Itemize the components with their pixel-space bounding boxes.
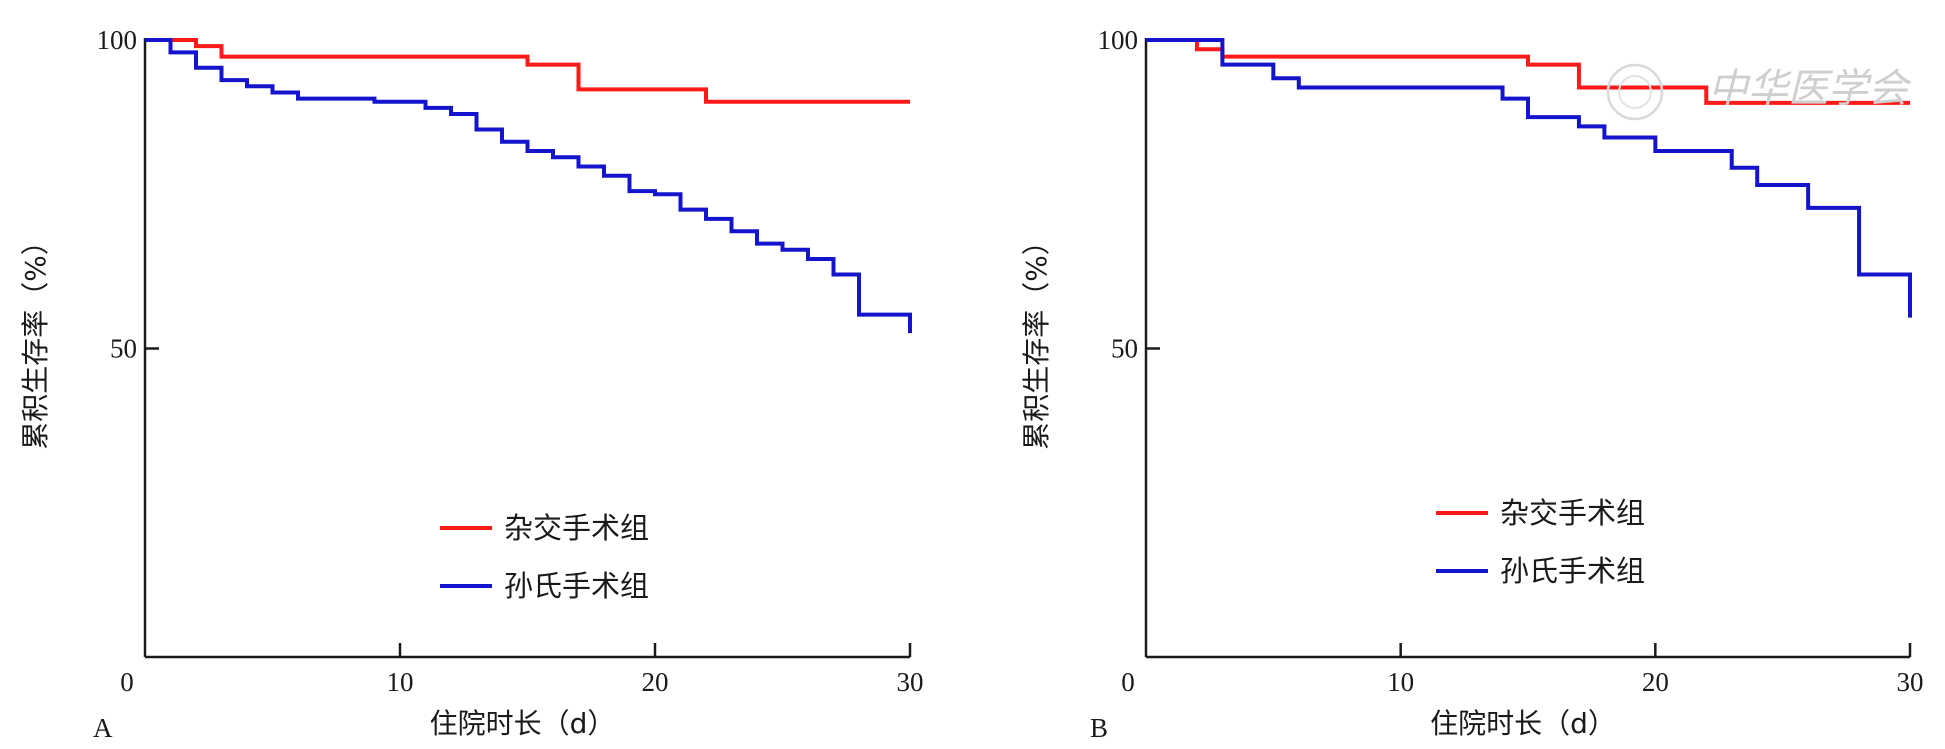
panel-a-y-axis-title: 累积生存率（%） xyxy=(19,227,52,450)
panel-b-x-tick-label: 30 xyxy=(1897,667,1924,697)
panel-a-y-tick-label: 50 xyxy=(110,334,137,364)
panel-a-series-hybrid-line xyxy=(145,38,910,104)
panel-a-x-tick-label: 20 xyxy=(642,667,669,697)
panel-a-legend-label: 孙氏手术组 xyxy=(504,569,649,603)
panel-b-x-tick-label: 20 xyxy=(1642,667,1669,697)
panel-b-series-hybrid-line xyxy=(1146,38,1910,105)
panel-b-label: B xyxy=(1090,713,1108,743)
watermark-seal-icon xyxy=(1606,63,1664,121)
panel-a-series-sun-line xyxy=(145,38,912,334)
panel-b-legend-label: 孙氏手术组 xyxy=(1500,554,1645,588)
watermark-text: 中华医学会 xyxy=(1708,66,1912,112)
panel-a-x-tick-label: 0 xyxy=(120,667,134,697)
panel-b-x-tick-label: 0 xyxy=(1121,667,1135,697)
panel-a-legend-label: 杂交手术组 xyxy=(504,511,649,545)
panel-a-x-axis-title: 住院时长（d） xyxy=(430,707,616,740)
watermark-seal-inner-icon xyxy=(1618,75,1652,109)
panel-b-x-tick-label: 10 xyxy=(1387,667,1414,697)
panel-a-label: A xyxy=(93,713,113,743)
panel-a-y-tick-label: 100 xyxy=(97,25,138,55)
panel-b-y-axis-title: 累积生存率（%） xyxy=(1020,227,1053,450)
panel-b-x-axis-title: 住院时长（d） xyxy=(1430,707,1616,740)
panel-b-y-tick-label: 100 xyxy=(1098,25,1139,55)
panel-b-legend-label: 杂交手术组 xyxy=(1500,496,1645,530)
panel-b-y-tick-label: 50 xyxy=(1111,334,1138,364)
panel-b-series-sun-line xyxy=(1146,38,1912,318)
panel-a-x-tick-label: 10 xyxy=(387,667,414,697)
panel-a-x-tick-label: 30 xyxy=(897,667,924,697)
